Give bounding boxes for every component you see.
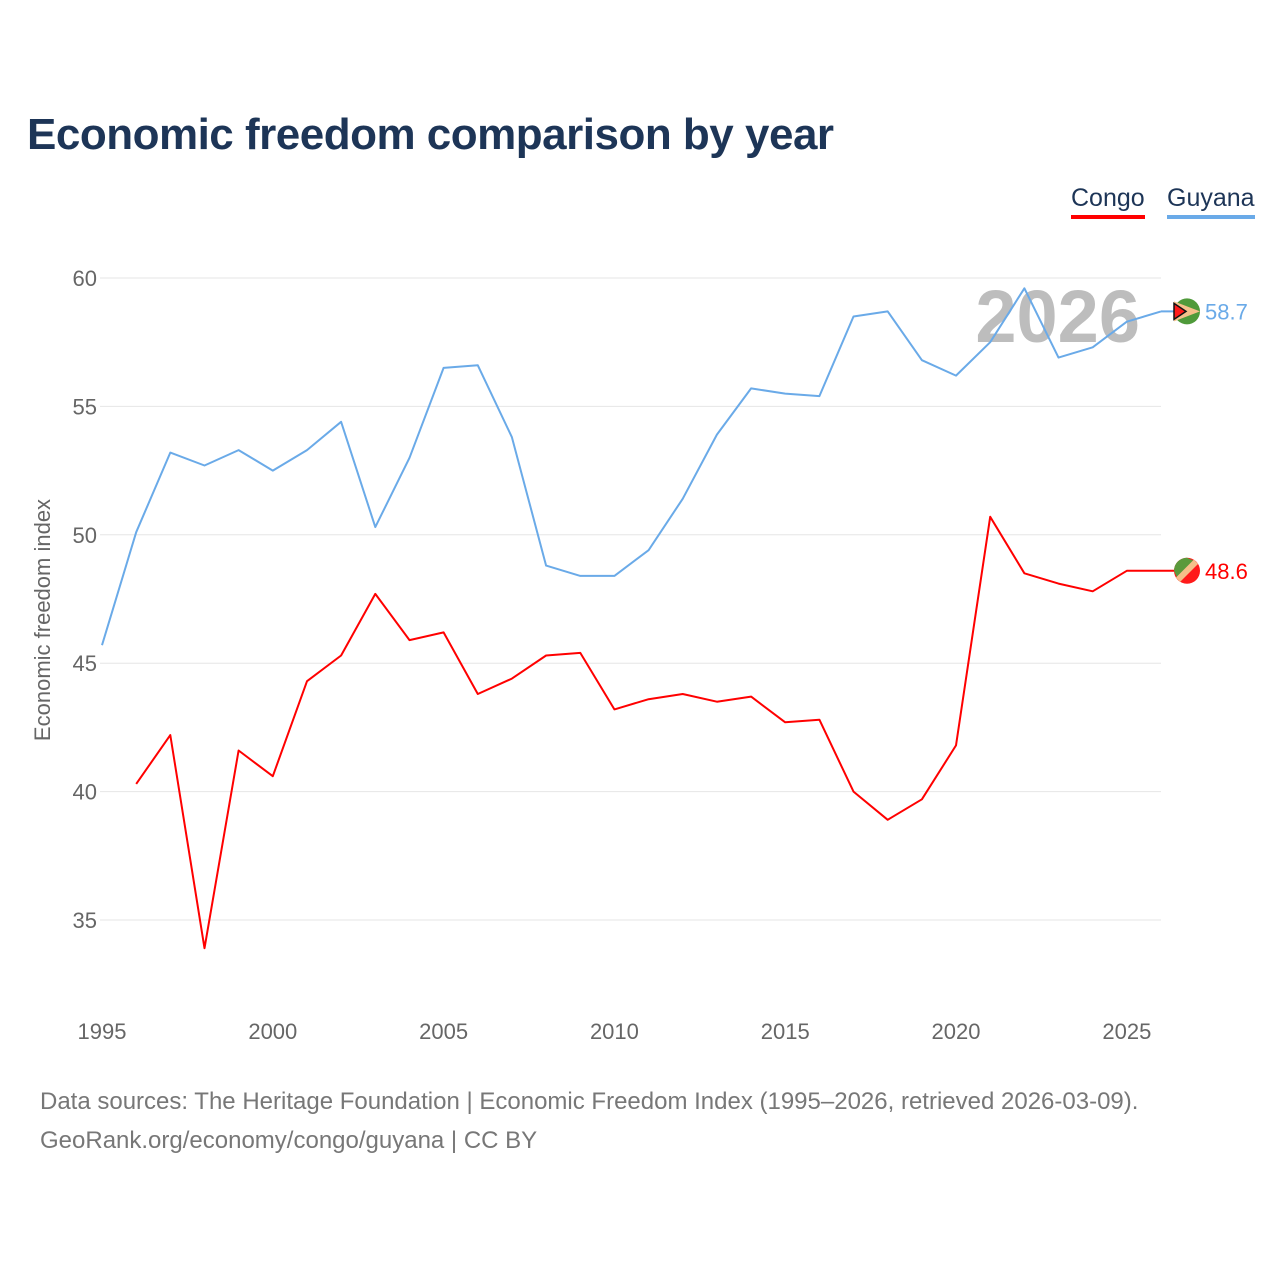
y-tick-label: 40 [73,780,97,805]
footer-sources: Data sources: The Heritage Foundation | … [40,1088,1139,1115]
x-tick-label: 2000 [248,1019,297,1044]
flag-congo-icon [1174,557,1200,584]
chart-title: Economic freedom comparison by year [27,110,834,159]
y-tick-label: 50 [73,523,97,548]
series-line-guyana [101,287,1162,646]
end-value-label-guyana: 58.7 [1205,299,1248,324]
x-tick-label: 2020 [932,1019,981,1044]
y-tick-label: 35 [73,908,97,933]
x-tick-label: 1995 [78,1019,127,1044]
y-tick-label: 55 [73,394,97,419]
flag-stripe [1175,559,1199,582]
x-tick-label: 2015 [761,1019,810,1044]
x-tick-label: 2025 [1102,1019,1151,1044]
y-tick-label: 60 [73,266,97,291]
legend-guyana[interactable]: Guyana [1167,184,1255,219]
footer-link[interactable]: GeoRank.org/economy/congo/guyana | CC BY [40,1127,538,1154]
flag-red [1173,301,1188,321]
year-watermark: 2026 [975,275,1140,358]
x-tick-label: 2010 [590,1019,639,1044]
flag-guyana-icon [1173,298,1200,325]
series-line-congo [135,515,1161,950]
end-value-label-congo: 48.6 [1205,559,1248,584]
x-tick-label: 2005 [419,1019,468,1044]
y-tick-label: 45 [73,651,97,676]
y-axis-label: Economic freedom index [30,499,55,741]
legend-congo[interactable]: Congo [1071,184,1145,219]
